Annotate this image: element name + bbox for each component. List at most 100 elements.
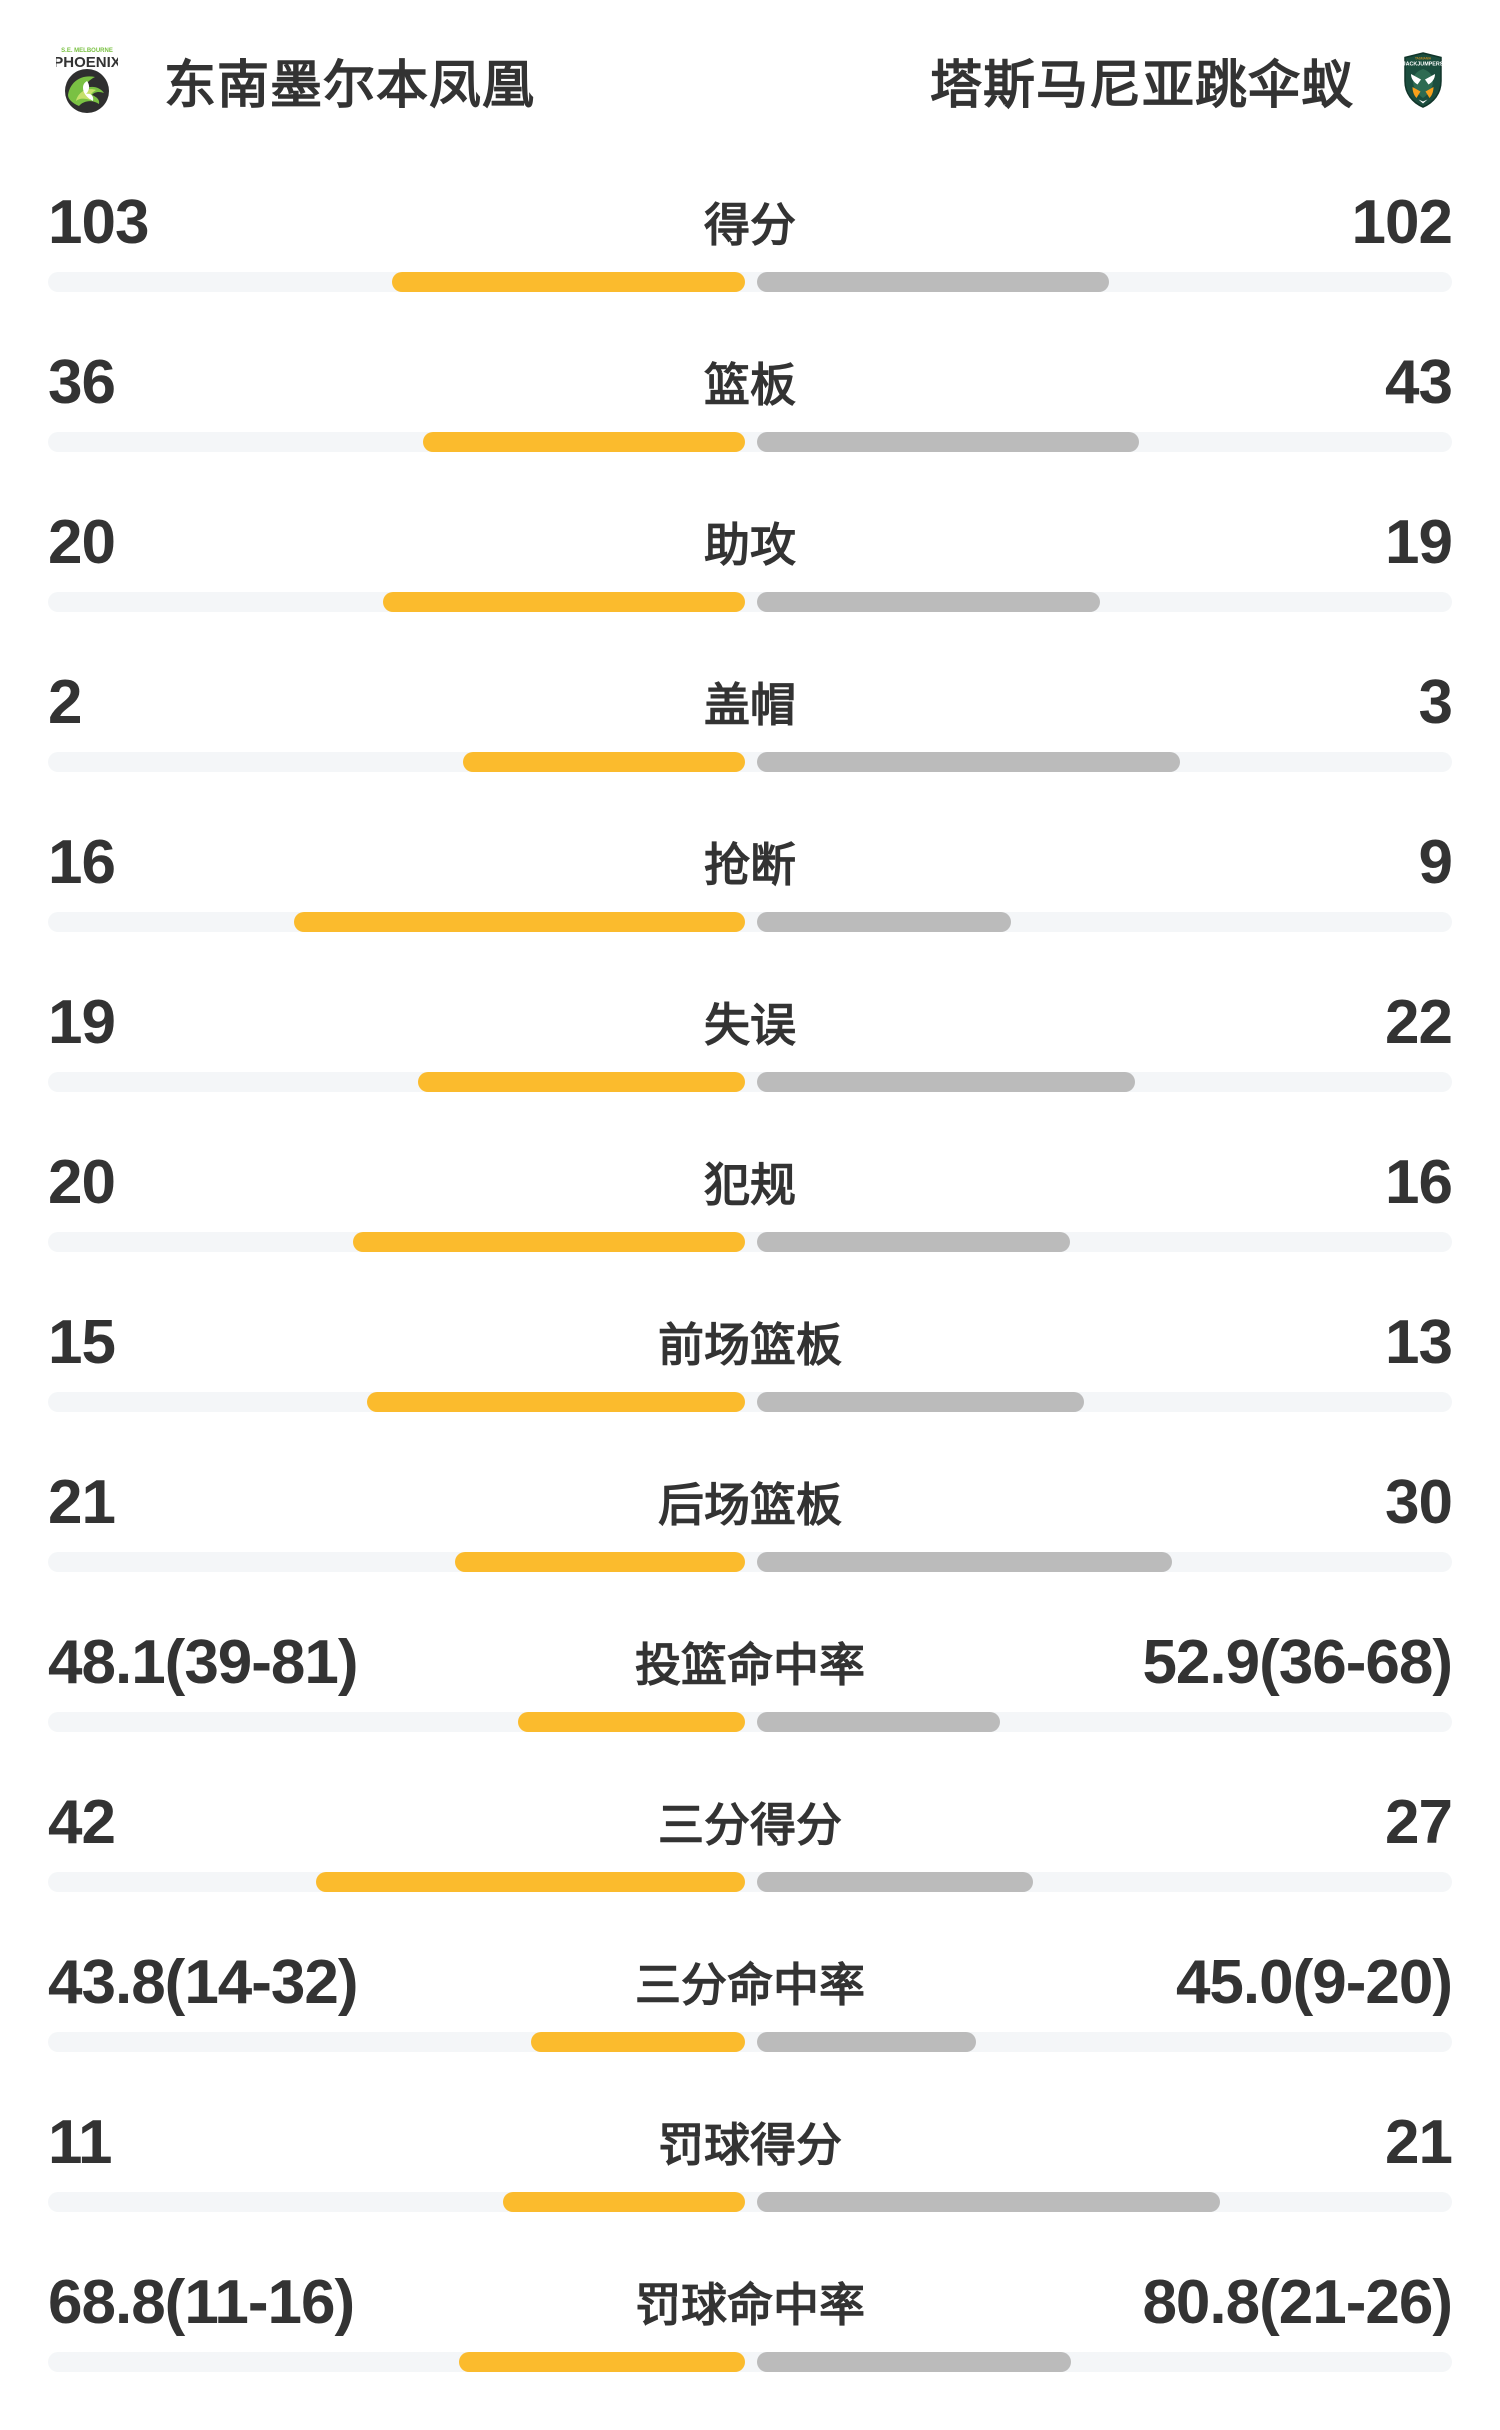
home-stat-bar [423, 432, 745, 452]
match-header: S.E. MELBOURNE PHOENIX 东南墨尔本凤凰 塔斯马尼亚跳伞蚁 … [0, 0, 1500, 160]
away-stat-bar [757, 1072, 1135, 1092]
stat-values-line: 43.8(14-32) 三分命中率 45.0(9-20) [48, 1948, 1453, 2017]
stat-label: 盖帽 [704, 679, 796, 731]
home-team: S.E. MELBOURNE PHOENIX 东南墨尔本凤凰 [56, 43, 535, 118]
svg-text:S.E. MELBOURNE: S.E. MELBOURNE [61, 48, 113, 54]
away-stat-bar [757, 1232, 1071, 1252]
away-stat-value: 16 [1385, 1147, 1453, 1217]
home-stat-bar [462, 752, 745, 772]
stat-label: 失误 [704, 999, 796, 1051]
stat-label: 罚球得分 [658, 2119, 842, 2171]
stat-label: 罚球命中率 [635, 2279, 865, 2331]
home-stat-value: 21 [48, 1467, 116, 1537]
stat-label: 犯规 [704, 1159, 796, 1211]
svg-text:TASMANIA: TASMANIA [1415, 57, 1432, 61]
stat-row: 103 得分 102 [0, 188, 1500, 350]
stat-row: 36 篮板 43 [0, 347, 1500, 510]
stat-bar-track [48, 912, 1452, 932]
stat-values-line: 103 得分 102 [48, 188, 1453, 257]
home-stat-value: 43.8(14-32) [48, 1947, 359, 2017]
home-stat-bar [294, 912, 745, 932]
away-stat-value: 102 [1351, 187, 1453, 257]
jackjumpers-logo-icon: TASMANIA JACKJUMPERS [1403, 52, 1444, 108]
stat-row: 15 前场篮板 13 [0, 1308, 1500, 1470]
away-stat-value: 52.9(36-68) [1142, 1627, 1453, 1697]
stats-list: 103 得分 102 36 篮板 43 20 助攻 19 [0, 188, 1500, 2430]
away-stat-bar [757, 1872, 1033, 1892]
away-stat-value: 13 [1385, 1307, 1453, 1377]
home-stat-bar [367, 1392, 745, 1412]
stat-label: 得分 [704, 199, 796, 251]
stat-bar-track [48, 1712, 1452, 1732]
stat-bar-track [48, 2352, 1452, 2372]
stat-label: 助攻 [704, 519, 796, 571]
away-stat-bar [757, 1392, 1085, 1412]
stat-bar-track [48, 1072, 1452, 1092]
home-stat-value: 16 [48, 827, 116, 897]
stat-bar-track [48, 272, 1452, 292]
away-stat-bar [757, 1712, 1000, 1732]
stat-row: 19 失误 22 [0, 987, 1500, 1150]
home-team-name: 东南墨尔本凤凰 [164, 56, 536, 115]
stat-label: 投篮命中率 [635, 1639, 865, 1691]
away-stat-value: 3 [1418, 667, 1453, 737]
phoenix-logo-icon: S.E. MELBOURNE PHOENIX [56, 48, 118, 113]
away-stat-value: 80.8(21-26) [1142, 2267, 1453, 2337]
stat-bar-track [48, 592, 1452, 612]
home-stat-bar [459, 2352, 745, 2372]
stat-bar-track [48, 1392, 1452, 1412]
home-stat-value: 11 [48, 2107, 113, 2177]
home-stat-bar [530, 2032, 745, 2052]
home-stat-value: 68.8(11-16) [48, 2267, 355, 2337]
stat-values-line: 48.1(39-81) 投篮命中率 52.9(36-68) [48, 1628, 1453, 1697]
away-stat-bar [757, 2352, 1071, 2372]
svg-text:JACKJUMPERS: JACKJUMPERS [1403, 62, 1444, 68]
stat-row: 48.1(39-81) 投篮命中率 52.9(36-68) [0, 1628, 1500, 1790]
home-stat-bar [391, 272, 745, 292]
home-stat-bar [353, 1232, 745, 1252]
away-stat-bar [757, 2192, 1221, 2212]
home-stat-bar [417, 1072, 745, 1092]
home-stat-value: 103 [48, 187, 149, 257]
away-stat-bar [757, 1552, 1172, 1572]
home-stat-bar [455, 1552, 745, 1572]
away-stat-bar [757, 592, 1101, 612]
stat-values-line: 42 三分得分 27 [48, 1788, 1453, 1857]
home-stat-value: 20 [48, 507, 116, 577]
stat-row: 68.8(11-16) 罚球命中率 80.8(21-26) [0, 2267, 1500, 2430]
stat-bar-track [48, 1552, 1452, 1572]
home-stat-bar [316, 1872, 745, 1892]
away-team: 塔斯马尼亚跳伞蚁 TASMANIA JACKJUMPERS [930, 43, 1444, 118]
stat-values-line: 21 后场篮板 30 [48, 1468, 1453, 1537]
home-stat-bar [518, 1712, 745, 1732]
away-stat-value: 21 [1385, 2107, 1453, 2177]
stat-label: 三分命中率 [635, 1959, 865, 2011]
away-team-name: 塔斯马尼亚跳伞蚁 [929, 56, 1354, 115]
stat-row: 43.8(14-32) 三分命中率 45.0(9-20) [0, 1948, 1500, 2110]
home-stat-value: 36 [48, 347, 116, 417]
stat-row: 42 三分得分 27 [0, 1788, 1500, 1950]
stat-bar-track [48, 2032, 1452, 2052]
stat-bar-track [48, 432, 1452, 452]
home-stat-value: 48.1(39-81) [48, 1627, 359, 1697]
stat-row: 20 犯规 16 [0, 1148, 1500, 1310]
stat-values-line: 20 犯规 16 [48, 1148, 1453, 1217]
stat-bar-track [48, 1232, 1452, 1252]
away-stat-value: 27 [1385, 1787, 1453, 1857]
stat-label: 前场篮板 [658, 1319, 842, 1371]
stat-bar-track [48, 1872, 1452, 1892]
stat-values-line: 16 抢断 9 [48, 828, 1453, 897]
stat-row: 21 后场篮板 30 [0, 1468, 1500, 1630]
away-stat-value: 22 [1385, 987, 1453, 1057]
stat-label: 抢断 [704, 839, 796, 891]
stat-row: 11 罚球得分 21 [0, 2107, 1500, 2270]
away-stat-value: 9 [1418, 827, 1453, 897]
stat-values-line: 15 前场篮板 13 [48, 1308, 1453, 1377]
home-stat-value: 2 [48, 667, 82, 737]
away-stat-bar [757, 432, 1139, 452]
svg-text:PHOENIX: PHOENIX [56, 54, 118, 71]
home-stat-value: 15 [48, 1307, 116, 1377]
stat-values-line: 2 盖帽 3 [48, 668, 1453, 737]
away-stat-bar [757, 2032, 977, 2052]
